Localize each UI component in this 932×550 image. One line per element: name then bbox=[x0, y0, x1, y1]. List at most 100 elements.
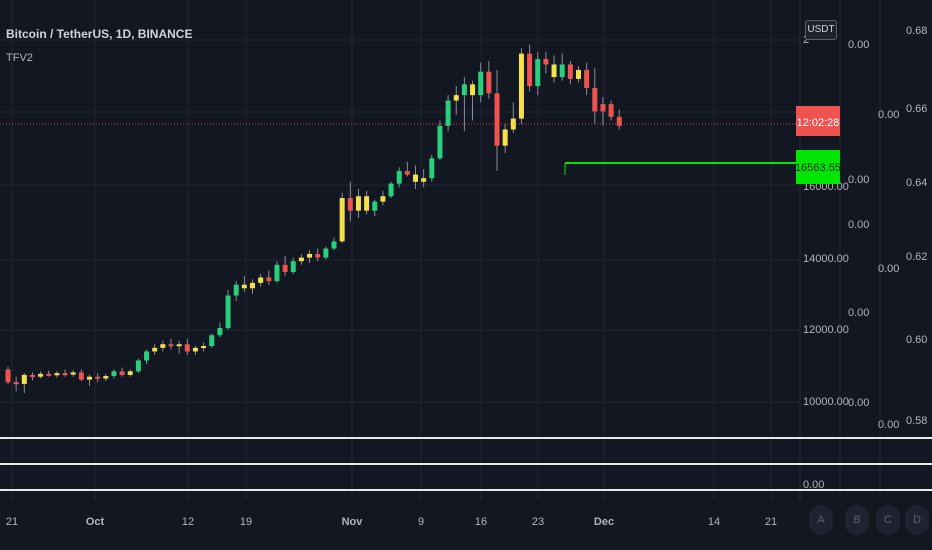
candle-body bbox=[584, 69, 590, 88]
candle-body bbox=[192, 347, 198, 352]
candle-body bbox=[274, 264, 280, 282]
candle-body bbox=[315, 253, 321, 258]
candle-body bbox=[396, 170, 402, 184]
candle bbox=[70, 370, 76, 377]
candle bbox=[592, 68, 598, 125]
candle-body bbox=[184, 344, 190, 352]
candle bbox=[372, 199, 378, 217]
candle bbox=[152, 344, 158, 356]
candle bbox=[241, 275, 247, 292]
candle-body bbox=[307, 253, 313, 258]
candle-body bbox=[95, 376, 101, 379]
scale-button-b[interactable]: B bbox=[845, 505, 869, 535]
candle-body bbox=[559, 64, 565, 78]
candle-body bbox=[290, 261, 296, 273]
candle bbox=[461, 77, 467, 132]
time-tick-label-1: Oct bbox=[86, 516, 105, 528]
scale-button-c[interactable]: C bbox=[876, 505, 900, 535]
candle bbox=[46, 370, 52, 377]
indicator2-tick-3: 0.62 bbox=[906, 251, 927, 263]
currency-badge[interactable]: USDT bbox=[805, 20, 837, 40]
candle bbox=[78, 369, 84, 382]
symbol-title[interactable]: Bitcoin / TetherUS, 1D, BINANCE bbox=[6, 27, 193, 41]
candle bbox=[144, 349, 150, 365]
candle-body bbox=[543, 59, 549, 65]
indicator-label[interactable]: TFV2 bbox=[6, 52, 33, 64]
candle-body bbox=[282, 264, 288, 273]
candle-body bbox=[144, 351, 150, 361]
scale-button-d[interactable]: D bbox=[905, 505, 929, 535]
candle-body bbox=[600, 104, 606, 112]
candle-body bbox=[413, 174, 418, 182]
scale-button-a[interactable]: A bbox=[809, 505, 833, 535]
candle-body bbox=[380, 196, 386, 202]
candle-body bbox=[518, 53, 524, 119]
time-tick-label-5: 9 bbox=[418, 516, 424, 528]
candle-body bbox=[21, 374, 27, 384]
indicator1-tick-4: 0.00 bbox=[878, 263, 899, 275]
candle-body bbox=[576, 69, 581, 79]
candle-body bbox=[135, 360, 141, 372]
candle-body bbox=[437, 125, 443, 159]
candle bbox=[584, 62, 590, 96]
indicator2-tick-1: 0.66 bbox=[906, 103, 927, 115]
candle bbox=[445, 95, 451, 132]
candle bbox=[119, 367, 125, 377]
candle bbox=[258, 273, 264, 287]
candle-body bbox=[217, 327, 223, 336]
chart-grid bbox=[0, 0, 881, 500]
candle bbox=[396, 167, 402, 188]
candle-body bbox=[486, 71, 492, 94]
candle-body bbox=[13, 382, 19, 385]
candle bbox=[192, 346, 198, 356]
candle bbox=[608, 100, 614, 121]
candle bbox=[135, 358, 141, 374]
candle bbox=[355, 189, 361, 218]
candle bbox=[168, 338, 174, 350]
candle-body bbox=[453, 95, 459, 101]
candle-body bbox=[201, 346, 207, 349]
candle-body bbox=[372, 201, 378, 211]
candle bbox=[551, 55, 557, 83]
candle bbox=[201, 342, 207, 352]
candle bbox=[160, 340, 166, 352]
candle-body bbox=[241, 284, 247, 289]
indicator1-tick-7: 0.00 bbox=[878, 419, 899, 431]
price-tick-label-2: 14000.00 bbox=[803, 253, 849, 265]
candle-body bbox=[38, 373, 44, 377]
candle bbox=[315, 248, 321, 262]
indicator2-tick-5: 0.58 bbox=[906, 415, 927, 427]
candle bbox=[543, 51, 549, 74]
candle-body bbox=[168, 344, 174, 347]
candle-body bbox=[266, 277, 272, 282]
indicator1-tick-5: 0.00 bbox=[848, 307, 869, 319]
candle bbox=[478, 62, 484, 103]
candle-body bbox=[608, 104, 614, 117]
indicator2-tick-4: 0.60 bbox=[906, 334, 927, 346]
indicator1-tick-0: 0.00 bbox=[848, 39, 869, 51]
candle bbox=[404, 161, 410, 177]
candle bbox=[29, 372, 35, 381]
candle-body bbox=[250, 282, 255, 289]
price-tick-label-0: 10000.00 bbox=[803, 396, 849, 408]
candle-body bbox=[152, 347, 158, 352]
time-tick-label-10: 21 bbox=[765, 516, 777, 528]
candle-body bbox=[478, 71, 484, 96]
candle bbox=[576, 66, 581, 83]
candle bbox=[209, 333, 215, 348]
candle-body bbox=[388, 183, 394, 197]
candle-body bbox=[29, 374, 35, 377]
time-tick-label-2: 12 bbox=[182, 516, 194, 528]
candle-body bbox=[470, 84, 476, 96]
indicator2-tick-2: 0.64 bbox=[906, 177, 927, 189]
candle bbox=[600, 96, 606, 126]
candle bbox=[388, 181, 394, 199]
candle bbox=[453, 86, 459, 116]
candle bbox=[217, 322, 223, 338]
candle bbox=[486, 60, 492, 99]
time-tick-label-7: 23 bbox=[532, 516, 544, 528]
candle bbox=[413, 165, 418, 190]
candle bbox=[5, 366, 11, 384]
candle-body bbox=[78, 372, 84, 380]
